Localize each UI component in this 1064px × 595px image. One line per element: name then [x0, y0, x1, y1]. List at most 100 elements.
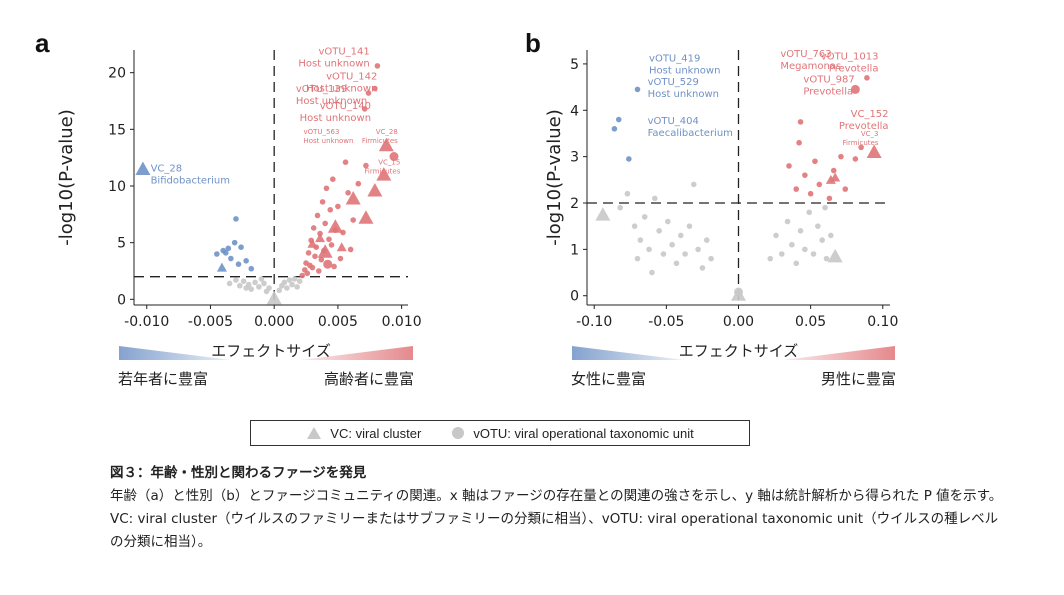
votu-point: [374, 63, 381, 69]
y-tick-label: 5: [570, 57, 579, 73]
annotation-id: vOTU_763: [780, 49, 831, 60]
votu-point: [256, 284, 262, 290]
votu-point: [637, 237, 644, 243]
y-axis-label: -log10(P-value): [544, 109, 565, 246]
x-tick-label: -0.010: [124, 314, 169, 330]
votu-point: [305, 250, 312, 256]
votu-point: [699, 265, 706, 271]
votu-point: [703, 237, 710, 243]
annotation-id: VC_15: [378, 158, 400, 166]
votu-point: [786, 163, 792, 169]
y-tick-label: 15: [108, 122, 126, 138]
votu-point: [830, 167, 837, 174]
annotation-id: VC_28: [376, 128, 398, 136]
annotation-host: Host unknown: [648, 89, 719, 100]
x-axis-label: エフェクトサイズ: [211, 342, 331, 360]
votu-point: [228, 255, 234, 262]
votu-point: [331, 263, 337, 270]
caption-title: 図３：年齢・性別と関わるファージを発見: [110, 465, 367, 481]
circle-icon: [452, 427, 465, 439]
figure-caption: 図３：年齢・性別と関わるファージを発見 年齢（a）と性別（b）とファージコミュニ…: [110, 462, 1010, 554]
x-tick-label: 0.005: [318, 314, 358, 330]
y-tick-label: 0: [117, 292, 126, 308]
votu-point: [641, 214, 648, 220]
annotation-id: vOTU_563: [303, 128, 339, 136]
votu-point: [850, 84, 860, 94]
votu-point: [337, 255, 344, 262]
votu-point: [864, 75, 870, 81]
x-tick-label: 0.05: [795, 314, 826, 330]
votu-point: [649, 269, 655, 276]
annotation-host: Faecalibacterium: [648, 128, 733, 139]
votu-point: [315, 268, 322, 274]
votu-point: [231, 239, 238, 246]
votu-point: [350, 217, 357, 223]
y-tick-label: 1: [570, 242, 579, 258]
votu-point: [734, 287, 743, 297]
votu-point: [673, 260, 680, 267]
votu-point: [652, 195, 658, 202]
votu-point: [819, 237, 825, 243]
gradient-right-wedge: [783, 346, 895, 360]
votu-point: [682, 251, 688, 257]
votu-point: [291, 276, 298, 282]
votu-point: [296, 278, 303, 285]
votu-point: [252, 279, 258, 286]
votu-point: [812, 158, 818, 165]
votu-point: [236, 282, 243, 289]
annotation-host: Host unknown: [303, 137, 353, 145]
vc-point: [317, 244, 333, 258]
shape-legend: VC: viral cluster vOTU: viral operationa…: [250, 420, 750, 446]
y-tick-label: 10: [108, 179, 126, 195]
annotation-host: Firmicutes: [364, 167, 400, 175]
votu-point: [626, 156, 632, 162]
x-tick-label: -0.05: [648, 314, 684, 330]
annotation-id: VC_152: [851, 109, 889, 120]
annotation-host: Host unknown: [296, 96, 367, 107]
annotation-host: Host unknown: [300, 113, 371, 124]
votu-point: [355, 180, 362, 187]
votu-point: [617, 204, 623, 211]
votu-point: [802, 246, 808, 253]
votu-point: [322, 220, 328, 227]
legend-votu-label: vOTU: viral operational taxonomic unit: [473, 425, 694, 441]
votu-point: [858, 144, 864, 151]
x-axis-label: エフェクトサイズ: [679, 342, 799, 360]
votu-point: [233, 216, 239, 222]
vc-point: [830, 172, 841, 182]
votu-point: [225, 245, 232, 252]
votu-point: [258, 276, 265, 282]
annotation-id: vOTU_987: [803, 74, 854, 85]
votu-point: [261, 280, 267, 287]
votu-point: [214, 251, 220, 257]
votu-point: [823, 255, 830, 262]
legend-votu: vOTU: viral operational taxonomic unit: [451, 425, 694, 441]
x-tick-label: 0.10: [867, 314, 898, 330]
votu-point: [767, 255, 774, 262]
votu-point: [669, 241, 675, 248]
annotation-id: vOTU_139: [296, 84, 347, 95]
panel-a: a 0 5 10 15 20 -0.010 -0.005 0.000 0.005 0.010 -log…: [35, 28, 422, 388]
vc-point: [345, 190, 361, 205]
votu-point: [372, 85, 378, 92]
votu-point: [690, 181, 697, 188]
votu-point: [828, 232, 834, 239]
votu-point: [806, 209, 812, 216]
caption-body: 年齢（a）と性別（b）とファージコミュニティの関連。x 軸はファージの存在量との…: [110, 488, 1003, 550]
votu-point: [284, 285, 290, 291]
legend-vc: VC: viral cluster: [306, 426, 421, 441]
vc-point: [825, 174, 836, 184]
gradient-right-label: 高齢者に豊富: [324, 370, 414, 388]
votu-point: [318, 256, 325, 263]
votu-point: [677, 232, 684, 239]
votu-point: [793, 260, 800, 267]
votu-point: [245, 281, 252, 288]
gradient-right-wedge: [301, 346, 413, 360]
